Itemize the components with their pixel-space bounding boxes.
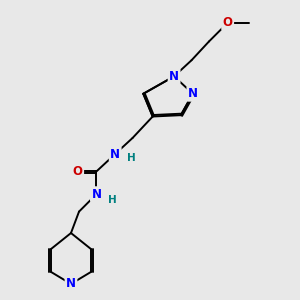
- Text: N: N: [92, 188, 101, 201]
- Text: N: N: [110, 148, 120, 160]
- Text: H: H: [127, 153, 136, 163]
- Text: H: H: [108, 195, 117, 205]
- Text: N: N: [188, 87, 198, 100]
- Text: O: O: [73, 165, 83, 178]
- Text: N: N: [169, 70, 179, 83]
- Text: O: O: [223, 16, 233, 29]
- Text: N: N: [66, 278, 76, 290]
